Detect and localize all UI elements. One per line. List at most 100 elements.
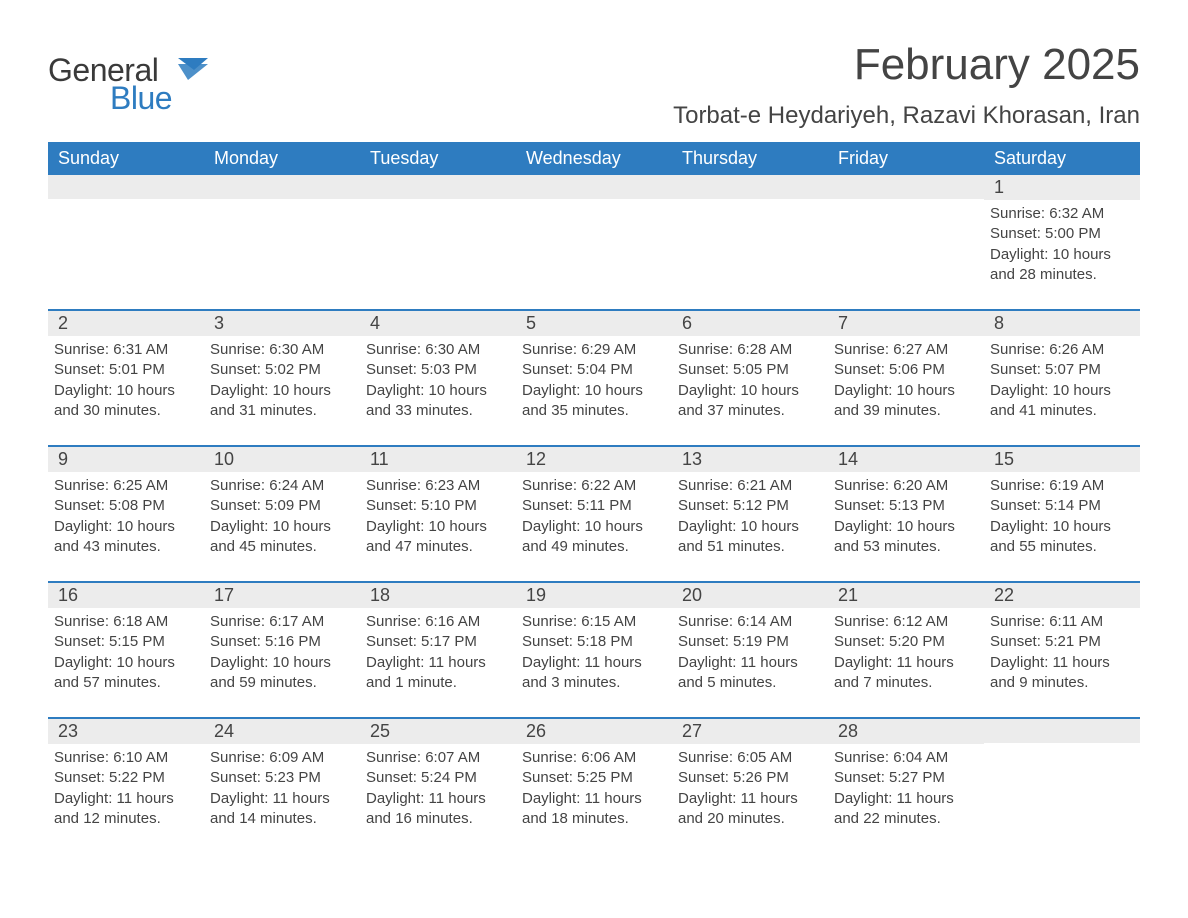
day-number: 9: [48, 447, 204, 472]
daylight-line: Daylight: 10 hours and 45 minutes.: [210, 517, 354, 558]
sunset-line: Sunset: 5:13 PM: [834, 496, 978, 516]
day-cell: 9Sunrise: 6:25 AMSunset: 5:08 PMDaylight…: [48, 447, 204, 567]
logo-word-2: Blue: [110, 82, 172, 114]
day-cell: 28Sunrise: 6:04 AMSunset: 5:27 PMDayligh…: [828, 719, 984, 839]
sunset-line: Sunset: 5:00 PM: [990, 224, 1134, 244]
sunset-line: Sunset: 5:24 PM: [366, 768, 510, 788]
sunset-line: Sunset: 5:05 PM: [678, 360, 822, 380]
daylight-line: Daylight: 10 hours and 30 minutes.: [54, 381, 198, 422]
weekday-header: Tuesday: [360, 142, 516, 175]
day-cell: 6 Sunrise: 6:28 AMSunset: 5:05 PMDaylight…: [672, 311, 828, 431]
day-number: [48, 175, 204, 199]
sunrise-line: Sunrise: 6:09 AM: [210, 748, 354, 768]
day-details: Sunrise: 6:12 AMSunset: 5:20 PMDaylight:…: [834, 612, 978, 693]
sunset-line: Sunset: 5:17 PM: [366, 632, 510, 652]
day-cell: 3 Sunrise: 6:30 AMSunset: 5:02 PMDaylight…: [204, 311, 360, 431]
day-details: Sunrise: 6:17 AMSunset: 5:16 PMDaylight:…: [210, 612, 354, 693]
week-row: 1Sunrise: 6:32 AMSunset: 5:00 PMDaylight…: [48, 175, 1140, 295]
day-details: Sunrise: 6:28 AMSunset: 5:05 PMDaylight:…: [678, 340, 822, 421]
day-details: Sunrise: 6:19 AMSunset: 5:14 PMDaylight:…: [990, 476, 1134, 557]
day-number: [828, 175, 984, 199]
daylight-line: Daylight: 11 hours and 18 minutes.: [522, 789, 666, 830]
sunset-line: Sunset: 5:26 PM: [678, 768, 822, 788]
daylight-line: Daylight: 11 hours and 16 minutes.: [366, 789, 510, 830]
weekday-header-row: SundayMondayTuesdayWednesdayThursdayFrid…: [48, 142, 1140, 175]
day-cell: 2Sunrise: 6:31 AMSunset: 5:01 PMDaylight…: [48, 311, 204, 431]
day-cell: 21Sunrise: 6:12 AMSunset: 5:20 PMDayligh…: [828, 583, 984, 703]
day-cell: 14 Sunrise: 6:20 AMSunset: 5:13 PMDayligh…: [828, 447, 984, 567]
sunrise-line: Sunrise: 6:26 AM: [990, 340, 1134, 360]
day-number: 1: [984, 175, 1140, 200]
daylight-line: Daylight: 10 hours and 53 minutes.: [834, 517, 978, 558]
day-cell: 5Sunrise: 6:29 AMSunset: 5:04 PMDaylight…: [516, 311, 672, 431]
day-cell: [48, 175, 204, 295]
sunrise-line: Sunrise: 6:05 AM: [678, 748, 822, 768]
day-cell: [516, 175, 672, 295]
sunrise-line: Sunrise: 6:18 AM: [54, 612, 198, 632]
day-cell: 15Sunrise: 6:19 AMSunset: 5:14 PMDayligh…: [984, 447, 1140, 567]
sunrise-line: Sunrise: 6:22 AM: [522, 476, 666, 496]
day-cell: 7Sunrise: 6:27 AMSunset: 5:06 PMDaylight…: [828, 311, 984, 431]
sunrise-line: Sunrise: 6:12 AM: [834, 612, 978, 632]
day-details: Sunrise: 6:14 AMSunset: 5:19 PMDaylight:…: [678, 612, 822, 693]
sunrise-line: Sunrise: 6:28 AM: [678, 340, 822, 360]
sunset-line: Sunset: 5:08 PM: [54, 496, 198, 516]
daylight-line: Daylight: 11 hours and 3 minutes.: [522, 653, 666, 694]
daylight-line: Daylight: 10 hours and 59 minutes.: [210, 653, 354, 694]
day-number: 17: [204, 583, 360, 608]
weekday-header: Saturday: [984, 142, 1140, 175]
day-cell: 13Sunrise: 6:21 AMSunset: 5:12 PMDayligh…: [672, 447, 828, 567]
day-cell: 20 Sunrise: 6:14 AMSunset: 5:19 PMDayligh…: [672, 583, 828, 703]
daylight-line: Daylight: 10 hours and 39 minutes.: [834, 381, 978, 422]
day-cell: [204, 175, 360, 295]
sunrise-line: Sunrise: 6:20 AM: [834, 476, 978, 496]
day-number: 13: [672, 447, 828, 472]
sunrise-line: Sunrise: 6:07 AM: [366, 748, 510, 768]
day-cell: 22Sunrise: 6:11 AMSunset: 5:21 PMDayligh…: [984, 583, 1140, 703]
day-number: 8: [984, 311, 1140, 336]
daylight-line: Daylight: 10 hours and 47 minutes.: [366, 517, 510, 558]
sunrise-line: Sunrise: 6:29 AM: [522, 340, 666, 360]
day-number: 25: [360, 719, 516, 744]
day-number: 6: [672, 311, 828, 336]
day-cell: 8Sunrise: 6:26 AMSunset: 5:07 PMDaylight…: [984, 311, 1140, 431]
month-title: February 2025: [673, 40, 1140, 90]
day-details: Sunrise: 6:29 AMSunset: 5:04 PMDaylight:…: [522, 340, 666, 421]
sunset-line: Sunset: 5:06 PM: [834, 360, 978, 380]
sunrise-line: Sunrise: 6:30 AM: [366, 340, 510, 360]
sunset-line: Sunset: 5:23 PM: [210, 768, 354, 788]
day-number: 24: [204, 719, 360, 744]
weekday-header: Sunday: [48, 142, 204, 175]
logo-text: General Blue: [48, 54, 172, 114]
day-details: Sunrise: 6:27 AMSunset: 5:06 PMDaylight:…: [834, 340, 978, 421]
sunset-line: Sunset: 5:03 PM: [366, 360, 510, 380]
day-details: Sunrise: 6:09 AMSunset: 5:23 PMDaylight:…: [210, 748, 354, 829]
day-cell: 19Sunrise: 6:15 AMSunset: 5:18 PMDayligh…: [516, 583, 672, 703]
day-details: Sunrise: 6:16 AMSunset: 5:17 PMDaylight:…: [366, 612, 510, 693]
day-number: 14: [828, 447, 984, 472]
day-details: Sunrise: 6:24 AMSunset: 5:09 PMDaylight:…: [210, 476, 354, 557]
sunrise-line: Sunrise: 6:32 AM: [990, 204, 1134, 224]
day-number: 22: [984, 583, 1140, 608]
sunset-line: Sunset: 5:16 PM: [210, 632, 354, 652]
day-number: 11: [360, 447, 516, 472]
day-cell: [984, 719, 1140, 839]
day-number: 20: [672, 583, 828, 608]
day-number: 3: [204, 311, 360, 336]
sunset-line: Sunset: 5:04 PM: [522, 360, 666, 380]
week-row: 16Sunrise: 6:18 AMSunset: 5:15 PMDayligh…: [48, 581, 1140, 703]
weekday-header: Wednesday: [516, 142, 672, 175]
week-row: 9Sunrise: 6:25 AMSunset: 5:08 PMDaylight…: [48, 445, 1140, 567]
sunset-line: Sunset: 5:01 PM: [54, 360, 198, 380]
sunset-line: Sunset: 5:25 PM: [522, 768, 666, 788]
daylight-line: Daylight: 10 hours and 43 minutes.: [54, 517, 198, 558]
weekday-header: Friday: [828, 142, 984, 175]
daylight-line: Daylight: 10 hours and 33 minutes.: [366, 381, 510, 422]
day-cell: [672, 175, 828, 295]
header: General Blue February 2025 Torbat-e Heyd…: [48, 40, 1140, 130]
sunset-line: Sunset: 5:11 PM: [522, 496, 666, 516]
day-details: Sunrise: 6:30 AMSunset: 5:02 PMDaylight:…: [210, 340, 354, 421]
day-details: Sunrise: 6:23 AMSunset: 5:10 PMDaylight:…: [366, 476, 510, 557]
sunrise-line: Sunrise: 6:14 AM: [678, 612, 822, 632]
sunrise-line: Sunrise: 6:16 AM: [366, 612, 510, 632]
